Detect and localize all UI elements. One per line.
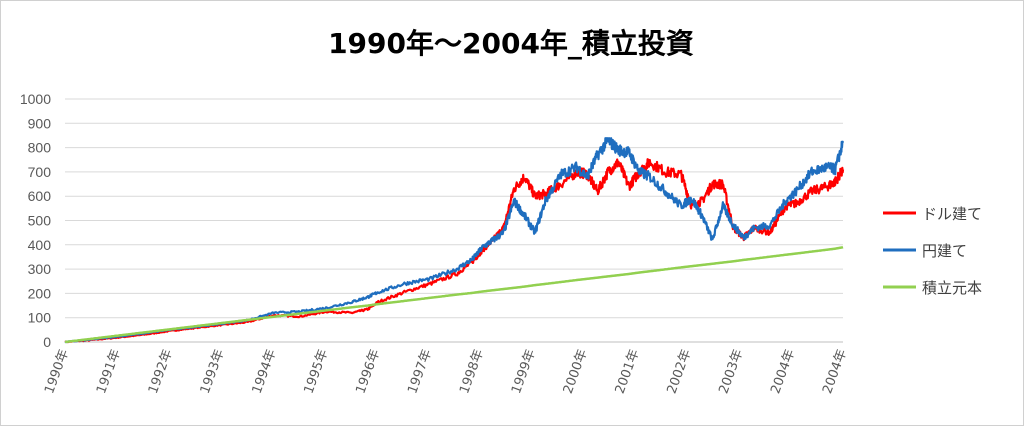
legend-label-0: ドル建て	[922, 205, 982, 223]
y-tick-label: 100	[28, 310, 52, 326]
x-tick-label: 2002年	[665, 347, 695, 395]
legend-label-1: 円建て	[922, 242, 967, 260]
series-line-0	[64, 158, 845, 344]
x-tick-label: 1994年	[250, 347, 280, 395]
y-tick-label: 400	[28, 237, 52, 253]
y-tick-label: 0	[43, 334, 51, 350]
x-tick-label: 1998年	[457, 347, 487, 395]
series-line-1	[64, 137, 845, 344]
y-axis-ticks: 0 100 200 300 400 500 600 700 800 900 1000	[20, 91, 51, 350]
x-tick-label: 1999年	[509, 347, 539, 395]
x-tick-label: 1997年	[405, 347, 435, 395]
x-tick-label: 2004年	[768, 347, 798, 395]
y-tick-label: 500	[28, 213, 52, 229]
y-tick-label: 600	[28, 188, 52, 204]
x-tick-label: 1995年	[302, 347, 332, 395]
x-axis-ticks: 1990年 1991年 1992年 1993年 1994年 1995年 1996年 1997年…	[42, 347, 850, 395]
x-tick-label: 1991年	[94, 347, 124, 395]
y-tick-label: 900	[28, 115, 52, 131]
chart-title: 1990年～2004年_積立投資	[328, 27, 694, 60]
y-tick-label: 200	[28, 285, 52, 301]
x-tick-label: 2001年	[613, 347, 643, 395]
x-tick-label: 2003年	[716, 347, 746, 395]
x-tick-label: 1993年	[198, 347, 228, 395]
x-tick-label: 1992年	[146, 347, 176, 395]
gridlines	[65, 98, 843, 343]
x-tick-label: 1990年	[42, 347, 72, 395]
x-tick-label: 2000年	[561, 347, 591, 395]
y-tick-label: 300	[28, 261, 52, 277]
x-tick-label: 2004年	[820, 347, 850, 395]
y-tick-label: 1000	[20, 91, 51, 107]
y-tick-label: 800	[28, 140, 52, 156]
series-line-2	[64, 246, 844, 344]
series-lines	[64, 137, 845, 344]
legend-label-2: 積立元本	[922, 279, 982, 297]
x-tick-label: 1996年	[353, 347, 383, 395]
y-tick-label: 700	[28, 164, 52, 180]
